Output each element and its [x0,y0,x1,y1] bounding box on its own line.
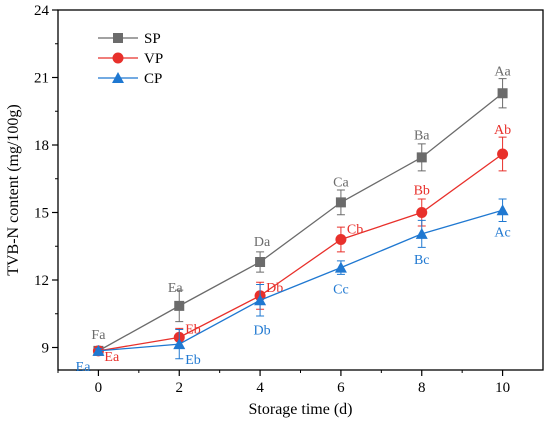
data-label: Ea [168,281,184,296]
legend-item-vp: VP [98,51,163,67]
data-point [255,257,266,267]
data-point [334,261,347,273]
data-label: Fa [91,328,106,343]
x-tick-label: 6 [337,380,345,396]
data-label: Bc [414,253,430,268]
data-point [415,227,428,239]
data-label: Ea [104,350,120,365]
data-point [173,338,186,350]
data-label: Bb [414,184,430,199]
data-label: Da [254,235,271,250]
legend-label: VP [144,51,163,67]
legend-item-sp: SP [98,31,161,47]
data-label: Db [266,281,283,296]
data-label: Ea [76,360,92,375]
data-label: Ab [494,123,511,138]
data-point [174,300,185,311]
x-tick-label: 10 [495,380,510,396]
series-line [98,92,503,352]
data-label: Aa [494,64,511,79]
data-point [416,152,427,163]
y-tick-label: 24 [34,3,50,19]
data-label: Ca [333,175,349,190]
series-line [98,209,503,352]
y-tick-label: 21 [34,71,49,87]
data-point [497,88,508,99]
data-point [335,197,346,208]
legend-marker [113,33,123,43]
data-point [496,204,509,216]
x-tick-label: 2 [176,380,184,396]
data-label: Ba [414,128,430,143]
legend-marker [112,52,124,64]
series-vp: Ea Eb Db Cb Bb Ab [92,123,511,365]
data-label: Cc [333,283,349,298]
x-tick-label: 0 [95,380,103,396]
data-point [254,294,267,306]
data-point [92,344,105,356]
legend-label: SP [144,31,161,47]
data-point [416,207,428,218]
x-tick-label: 8 [418,380,426,396]
data-label: Eb [185,353,201,368]
legend-item-cp: CP [98,71,162,87]
data-label: Eb [185,322,201,337]
y-tick-label: 18 [34,138,49,154]
data-label: Cb [347,223,363,238]
legend-marker [112,72,124,83]
x-axis-title: Storage time (d) [249,401,353,418]
y-tick-label: 9 [42,341,50,357]
legend: SP VP CP [98,31,163,87]
data-point [335,234,347,245]
data-point [497,148,509,160]
legend-label: CP [144,71,162,87]
y-tick-label: 15 [34,206,49,222]
series-sp: Fa Ea Da Ca Ba Aa [91,64,512,356]
plot-frame [57,9,544,371]
series-line [98,153,503,352]
series-cp: Ea Eb Db Cc Bc Ac [76,198,511,375]
data-label: Ac [494,225,510,240]
y-tick-label: 12 [34,273,49,289]
data-label: Db [254,323,271,338]
x-tick-label: 4 [256,380,264,396]
series-layer: Fa Ea Da Ca Ba Aa Ea Eb Db Cb Bb Ab Ea Eb Db Cc Bc Ac [76,64,512,375]
y-axis-title: TVB-N content (mg/100g) [5,104,22,276]
